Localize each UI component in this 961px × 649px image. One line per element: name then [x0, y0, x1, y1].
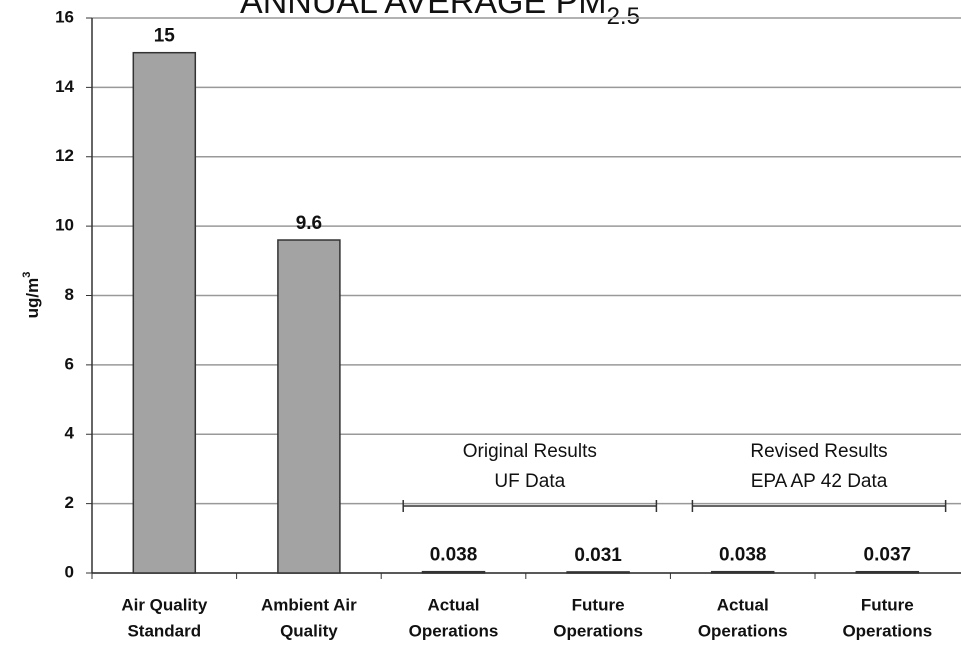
x-tick-label: Operations [553, 621, 643, 640]
value-label: 0.031 [574, 545, 622, 566]
annotation: Revised Results [750, 441, 887, 462]
x-tick-label: Future [572, 595, 625, 614]
x-tick-label: Ambient Air [261, 595, 357, 614]
x-tick-label: Operations [409, 621, 499, 640]
bar [566, 571, 630, 574]
y-tick-label: 12 [55, 146, 74, 165]
x-tick-label: Actual [717, 595, 769, 614]
value-label: 9.6 [296, 213, 322, 234]
x-tick-label: Air Quality [121, 595, 208, 614]
bar [855, 570, 920, 574]
y-axis-label: ug/m3 [21, 272, 43, 319]
y-tick-label: 0 [65, 562, 74, 581]
x-tick-label: Future [861, 595, 914, 614]
title-subscript: 2.5 [607, 3, 640, 30]
bar [132, 51, 197, 574]
chart-title: ANNUAL AVERAGE PM2.5 [240, 0, 640, 30]
bar [421, 570, 486, 574]
bar [277, 239, 341, 574]
value-label: 0.038 [719, 545, 767, 566]
annotation: UF Data [494, 471, 565, 492]
value-label: 0.037 [864, 545, 912, 566]
value-label: 15 [154, 26, 176, 47]
y-tick-label: 4 [65, 424, 75, 443]
y-tick-label: 10 [55, 216, 74, 235]
y-tick-label: 6 [65, 354, 74, 373]
x-tick-label: Actual [428, 595, 480, 614]
title-main: ANNUAL AVERAGE PM [240, 0, 607, 21]
annotation: Original Results [463, 441, 597, 462]
y-tick-label: 8 [65, 285, 74, 304]
y-tick-label: 2 [65, 493, 74, 512]
x-tick-label: Quality [280, 621, 338, 640]
x-tick-label: Standard [127, 621, 201, 640]
value-label: 0.038 [430, 545, 478, 566]
annotation: EPA AP 42 Data [751, 471, 888, 492]
y-label-sup: 3 [21, 272, 33, 278]
x-tick-label: Operations [698, 621, 788, 640]
y-tick-label: 16 [55, 7, 74, 26]
y-tick-label: 14 [55, 77, 74, 96]
x-tick-label: Operations [842, 621, 932, 640]
bar [710, 570, 775, 574]
y-label-main: ug/m [23, 278, 42, 319]
